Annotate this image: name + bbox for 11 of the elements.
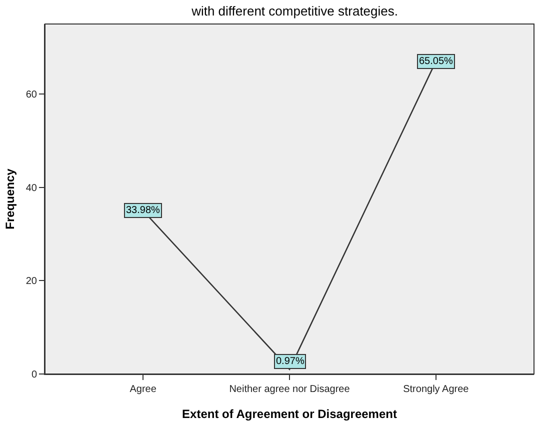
- annotation: 0.97%: [276, 356, 304, 367]
- x-tick-label: Strongly Agree: [403, 384, 470, 395]
- y-tick-label: 0: [31, 370, 38, 380]
- x-tick-label: Neither agree nor Disagree: [229, 384, 350, 395]
- x-tick-label: Agree: [130, 384, 157, 395]
- y-tick-label: 20: [26, 276, 38, 288]
- y-axis-title: Frequency: [3, 168, 18, 230]
- y-tick-label: 40: [26, 182, 38, 194]
- chart-title: with different competitive strategies.: [190, 3, 398, 18]
- y-tick-label: 60: [26, 90, 38, 100]
- x-axis-title: Extent of Agreement or Disagreement: [182, 406, 397, 421]
